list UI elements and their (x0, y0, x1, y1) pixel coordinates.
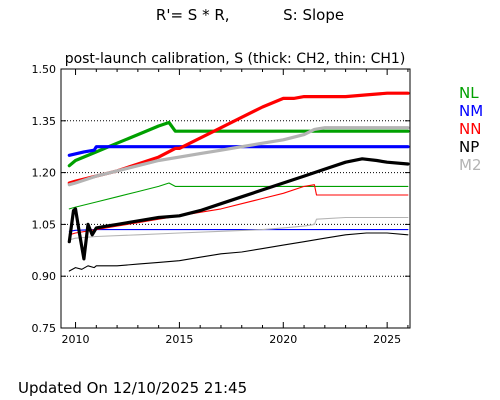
series-line-np-ch2 (67, 157, 410, 261)
plot-frame (60, 68, 411, 329)
legend-entry-nn: NN (459, 120, 482, 138)
chart-title: post-launch calibration, S (thick: CH2, … (64, 51, 406, 67)
series-line-m2-ch1 (68, 216, 409, 241)
x-tick-label: 2025 (373, 333, 401, 346)
legend-entry-nl: NL (459, 84, 479, 102)
y-tick-label: 1.20 (32, 167, 57, 180)
series-line-nl-ch2 (67, 120, 410, 168)
y-tick-label: 0.75 (32, 322, 57, 335)
updated-timestamp: Updated On 12/10/2025 21:45 (18, 379, 248, 397)
x-tick-label: 2015 (165, 333, 193, 346)
series-line-nl-ch1 (68, 182, 409, 210)
y-tick-label: 1.35 (32, 115, 57, 128)
legend-entry-m2: M2 (459, 156, 482, 174)
series-line-nm-ch1 (68, 229, 409, 232)
legend-entry-np: NP (459, 138, 480, 156)
series-line-nn-ch1 (68, 184, 409, 236)
y-tick-label: 1.05 (32, 218, 57, 231)
y-tick-label: 0.90 (32, 270, 57, 283)
formula-text: R'= S * R, (155, 6, 230, 24)
x-tick-label: 2020 (269, 333, 297, 346)
y-tick-label: 1.50 (32, 63, 57, 76)
series-line-np-ch1 (68, 232, 409, 272)
series-line-m2-ch2 (67, 126, 410, 187)
formula-note: S: Slope (283, 6, 345, 24)
series-line-nm-ch2 (67, 145, 410, 157)
chart-header: R'= S * R, S: Slope (0, 6, 500, 24)
legend-entry-nm: NM (459, 102, 484, 120)
x-tick-label: 2010 (62, 333, 90, 346)
chart-legend: NL NM NN NP M2 (459, 84, 483, 174)
